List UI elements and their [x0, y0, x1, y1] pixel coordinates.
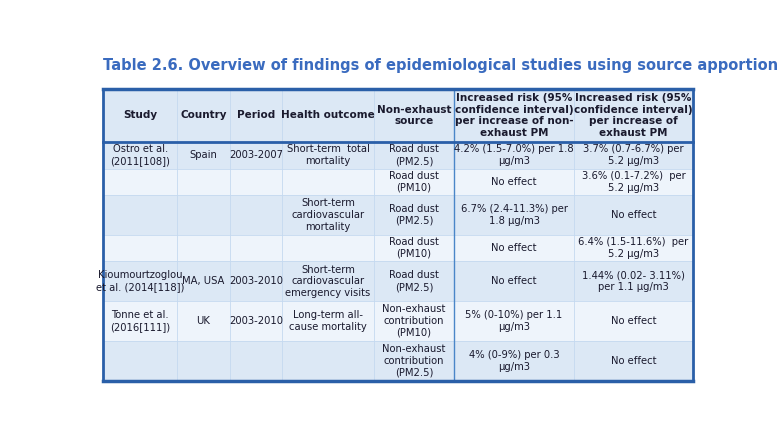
Text: 6.7% (2.4-11.3%) per
1.8 μg/m3: 6.7% (2.4-11.3%) per 1.8 μg/m3 [461, 204, 567, 226]
Text: Non-exhaust
contribution
(PM2.5): Non-exhaust contribution (PM2.5) [382, 344, 446, 378]
Text: No effect: No effect [611, 210, 656, 220]
Text: 6.4% (1.5-11.6%)  per
5.2 μg/m3: 6.4% (1.5-11.6%) per 5.2 μg/m3 [578, 237, 688, 259]
Text: Country: Country [180, 110, 227, 120]
Text: Table 2.6. Overview of findings of epidemiological studies using source apportio: Table 2.6. Overview of findings of epide… [103, 58, 777, 73]
Text: MA, USA: MA, USA [182, 276, 225, 286]
Bar [103, 89, 693, 142]
Bar [103, 142, 693, 168]
Text: Increased risk (95%
confidence interval)
per increase of
exhaust PM: Increased risk (95% confidence interval)… [574, 93, 693, 138]
Text: Short-term  total
mortality: Short-term total mortality [287, 145, 369, 166]
Text: Road dust
(PM2.5): Road dust (PM2.5) [389, 271, 439, 292]
Text: Non-exhaust
source: Non-exhaust source [377, 105, 451, 126]
Text: 4.2% (1.5-7.0%) per 1.8
μg/m3: 4.2% (1.5-7.0%) per 1.8 μg/m3 [455, 145, 574, 166]
Text: No effect: No effect [491, 243, 537, 253]
Text: Health outcome: Health outcome [281, 110, 375, 120]
Bar [103, 341, 693, 381]
Bar [103, 168, 693, 195]
Text: 4% (0-9%) per 0.3
μg/m3: 4% (0-9%) per 0.3 μg/m3 [469, 350, 559, 372]
Text: Kioumourtzoglou
et al. (2014[118]): Kioumourtzoglou et al. (2014[118]) [96, 271, 184, 292]
Text: Long-term all-
cause mortality: Long-term all- cause mortality [289, 310, 367, 332]
Bar [103, 195, 693, 235]
Text: Increased risk (95%
confidence interval)
per increase of non-
exhaust PM: Increased risk (95% confidence interval)… [455, 93, 573, 138]
Text: Short-term
cardiovascular
emergency visits: Short-term cardiovascular emergency visi… [285, 265, 371, 298]
Text: Road dust
(PM2.5): Road dust (PM2.5) [389, 145, 439, 166]
Text: 3.7% (0.7-6.7%) per
5.2 μg/m3: 3.7% (0.7-6.7%) per 5.2 μg/m3 [583, 145, 684, 166]
Text: Tonne et al.
(2016[111]): Tonne et al. (2016[111]) [110, 310, 170, 332]
Text: No effect: No effect [491, 177, 537, 187]
Text: Non-exhaust
contribution
(PM10): Non-exhaust contribution (PM10) [382, 304, 446, 338]
Text: Road dust
(PM2.5): Road dust (PM2.5) [389, 204, 439, 226]
Text: Study: Study [123, 110, 157, 120]
Bar [103, 301, 693, 341]
Text: Road dust
(PM10): Road dust (PM10) [389, 237, 439, 259]
Text: 1.44% (0.02- 3.11%)
per 1.1 μg/m3: 1.44% (0.02- 3.11%) per 1.1 μg/m3 [582, 271, 685, 292]
Text: 5% (0-10%) per 1.1
μg/m3: 5% (0-10%) per 1.1 μg/m3 [465, 310, 563, 332]
Text: No effect: No effect [611, 356, 656, 366]
Text: UK: UK [197, 316, 211, 326]
Bar [103, 235, 693, 262]
Text: Spain: Spain [190, 150, 218, 160]
Text: 2003-2010: 2003-2010 [229, 276, 283, 286]
Text: Short-term
cardiovascular
mortality: Short-term cardiovascular mortality [291, 198, 364, 232]
Text: 2003-2007: 2003-2007 [229, 150, 283, 160]
Text: No effect: No effect [611, 316, 656, 326]
Text: Road dust
(PM10): Road dust (PM10) [389, 171, 439, 193]
Text: Period: Period [237, 110, 275, 120]
Text: No effect: No effect [491, 276, 537, 286]
Text: 2003-2010: 2003-2010 [229, 316, 283, 326]
Text: Ostro et al.
(2011[108]): Ostro et al. (2011[108]) [110, 145, 170, 166]
Text: 3.6% (0.1-7.2%)  per
5.2 μg/m3: 3.6% (0.1-7.2%) per 5.2 μg/m3 [581, 171, 685, 193]
Bar [103, 262, 693, 301]
